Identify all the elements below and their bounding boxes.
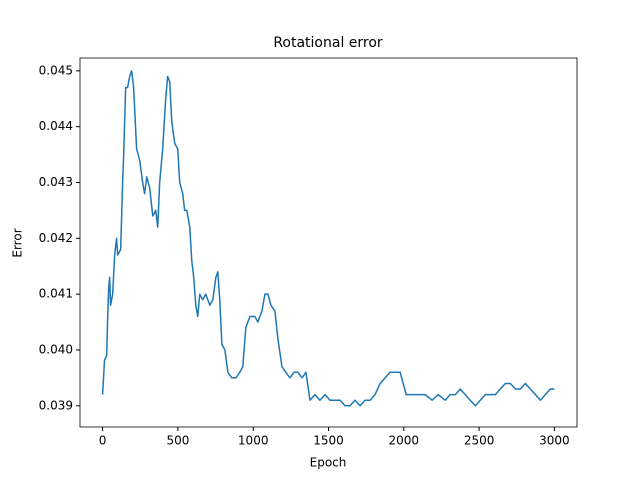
x-tick-label: 1500 [313,434,344,448]
y-tick-label: 0.044 [39,119,73,133]
x-axis-label: Epoch [310,456,347,470]
axes-frame [79,57,578,428]
x-tick-label: 0 [99,434,107,448]
y-tick-label: 0.043 [39,175,73,189]
x-tick-label: 500 [166,434,189,448]
y-tick-label: 0.039 [39,398,73,412]
y-tick-label: 0.045 [39,63,73,77]
y-tick-label: 0.041 [39,287,73,301]
y-axis-label: Error [11,228,25,257]
x-tick-label: 3000 [539,434,570,448]
x-tick-label: 1000 [238,434,269,448]
chart-title: Rotational error [273,35,383,51]
x-tick-label: 2500 [464,434,495,448]
x-tick-label: 2000 [389,434,420,448]
y-tick-label: 0.042 [39,231,73,245]
y-tick-label: 0.040 [39,342,73,356]
line [101,70,555,407]
